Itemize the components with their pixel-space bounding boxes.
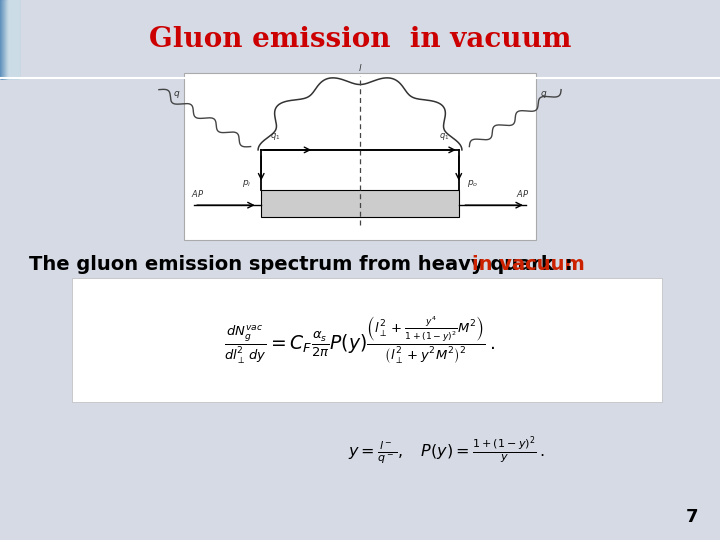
Bar (0, 0, 11, 78)
Bar (2, 0, 12, 78)
Bar (9, 0, 19, 78)
Bar (1, 0, 12, 78)
Bar (6, 0, 16, 78)
Bar (6, 0, 17, 78)
Bar (1, 0, 12, 78)
Bar (4, 0, 15, 78)
Bar (9, 0, 19, 78)
Bar (7, 0, 17, 78)
Bar (2, 0, 13, 78)
Bar (4, 0, 14, 78)
Bar (5, 0, 15, 78)
Bar (0, 0, 11, 78)
Text: $l$: $l$ (358, 62, 362, 73)
Bar (1, 0, 12, 78)
Bar (8, 0, 19, 78)
Bar (5, 0, 15, 78)
Bar (6, 0, 16, 78)
Bar (5, 0, 16, 78)
Bar (6, 0, 17, 78)
Bar (3, 0, 14, 78)
Bar (9, 0, 19, 78)
Bar (4, 0, 14, 78)
Bar (4, 0, 14, 78)
Bar (7, 0, 17, 78)
Bar (6, 0, 17, 78)
Bar (9, 0, 19, 78)
Bar (1, 0, 12, 78)
Text: Gluon emission  in vacuum: Gluon emission in vacuum (149, 25, 571, 52)
Bar (6, 0, 16, 78)
Bar (4, 0, 14, 78)
Bar (261, 190, 459, 217)
Bar (3, 0, 13, 78)
Bar (9, 0, 19, 78)
Bar (0, 0, 11, 78)
Bar (6, 0, 17, 78)
Text: $p_o$: $p_o$ (467, 178, 479, 189)
Bar (3, 0, 14, 78)
Bar (1, 0, 12, 78)
Bar (1, 0, 11, 78)
Bar (5, 0, 16, 78)
Bar (1, 0, 11, 78)
Bar (5, 0, 15, 78)
Bar (7, 0, 18, 78)
Bar (4, 0, 14, 78)
Text: $\frac{dN_g^{vac}}{dl_{\perp}^2\, dy} = C_F \frac{\alpha_s}{2\pi} P(y)\frac{\lef: $\frac{dN_g^{vac}}{dl_{\perp}^2\, dy} = … (225, 315, 495, 366)
Bar (184, 73, 536, 240)
Text: $y = \frac{l^-}{q^-}, \quad P(y) = \frac{1+(1-y)^2}{y}\,.$: $y = \frac{l^-}{q^-}, \quad P(y) = \frac… (348, 435, 545, 467)
Bar (1, 0, 12, 78)
Text: 7: 7 (686, 509, 698, 526)
Bar (0, 0, 11, 78)
Bar (4, 0, 14, 78)
Bar (1, 0, 12, 78)
Bar (1, 0, 12, 78)
Text: $q$: $q$ (540, 89, 547, 100)
Text: $AP$: $AP$ (191, 188, 204, 199)
Text: :: : (565, 255, 573, 274)
Bar (4, 0, 14, 78)
Bar (8, 0, 18, 78)
Bar (2, 0, 12, 78)
Bar (72, 278, 662, 402)
Bar (4, 0, 15, 78)
Bar (8, 0, 19, 78)
Text: in vacuum: in vacuum (472, 255, 585, 274)
Bar (5, 0, 16, 78)
Bar (6, 0, 17, 78)
Bar (1, 0, 12, 78)
Text: $q_1$: $q_1$ (439, 131, 450, 142)
Text: $p_i$: $p_i$ (243, 178, 252, 189)
Bar (1, 0, 11, 78)
Text: $q_1$: $q_1$ (270, 131, 281, 142)
Bar (7, 0, 18, 78)
Bar (8, 0, 18, 78)
Bar (8, 0, 19, 78)
Bar (2, 0, 12, 78)
Bar (4, 0, 14, 78)
Text: $AP$: $AP$ (516, 188, 529, 199)
Bar (7, 0, 18, 78)
Bar (3, 0, 14, 78)
Bar (6, 0, 17, 78)
Bar (4, 0, 14, 78)
Bar (4, 0, 14, 78)
Bar (3, 0, 13, 78)
Bar (6, 0, 17, 78)
Bar (2, 0, 13, 78)
Bar (2, 0, 13, 78)
Bar (8, 0, 18, 78)
Bar (6, 0, 17, 78)
Bar (6, 0, 16, 78)
Bar (9, 0, 19, 78)
Bar (6, 0, 17, 78)
Bar (4, 0, 15, 78)
Bar (7, 0, 17, 78)
Text: The gluon emission spectrum from heavy quark: The gluon emission spectrum from heavy q… (29, 255, 560, 274)
Bar (1, 0, 12, 78)
Bar (7, 0, 17, 78)
Text: $q$: $q$ (173, 89, 180, 100)
Bar (3, 0, 13, 78)
